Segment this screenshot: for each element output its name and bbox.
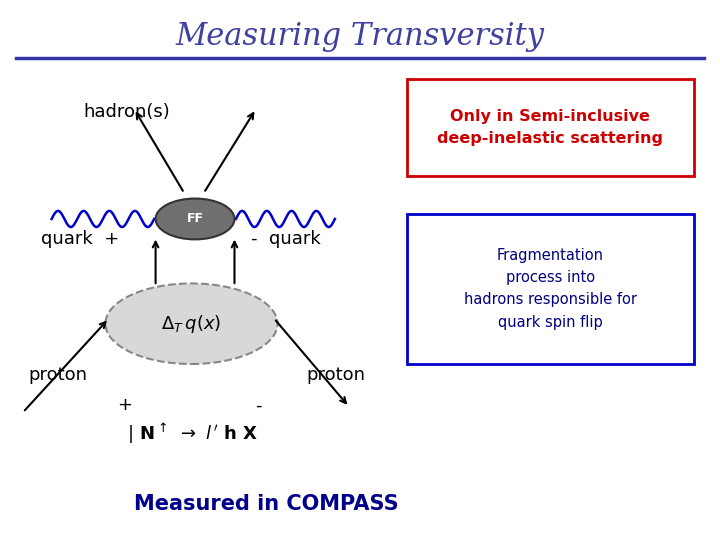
Text: quark  +: quark + <box>41 230 119 248</box>
Text: hadron(s): hadron(s) <box>84 103 171 120</box>
Ellipse shape <box>156 199 235 239</box>
Text: proton: proton <box>306 366 365 384</box>
FancyBboxPatch shape <box>407 214 693 364</box>
Text: Measuring Transversity: Measuring Transversity <box>176 21 544 52</box>
Text: +: + <box>117 396 132 414</box>
FancyBboxPatch shape <box>407 79 693 176</box>
Text: FF: FF <box>186 212 204 226</box>
Text: Only in Semi-inclusive
deep-inelastic scattering: Only in Semi-inclusive deep-inelastic sc… <box>437 109 663 146</box>
Text: Measured in COMPASS: Measured in COMPASS <box>134 494 399 514</box>
Text: $\Delta_T\,q(x)$: $\Delta_T\,q(x)$ <box>161 313 222 335</box>
Text: Fragmentation
process into
hadrons responsible for
quark spin flip: Fragmentation process into hadrons respo… <box>464 248 636 329</box>
Text: -  quark: - quark <box>251 230 320 248</box>
Text: $|$ N$^{\uparrow}$ $\rightarrow$ $l\,^{\prime}$ h X: $|$ N$^{\uparrow}$ $\rightarrow$ $l\,^{\… <box>127 421 258 446</box>
Text: -: - <box>255 396 261 414</box>
Text: proton: proton <box>29 366 88 384</box>
Ellipse shape <box>105 284 277 364</box>
